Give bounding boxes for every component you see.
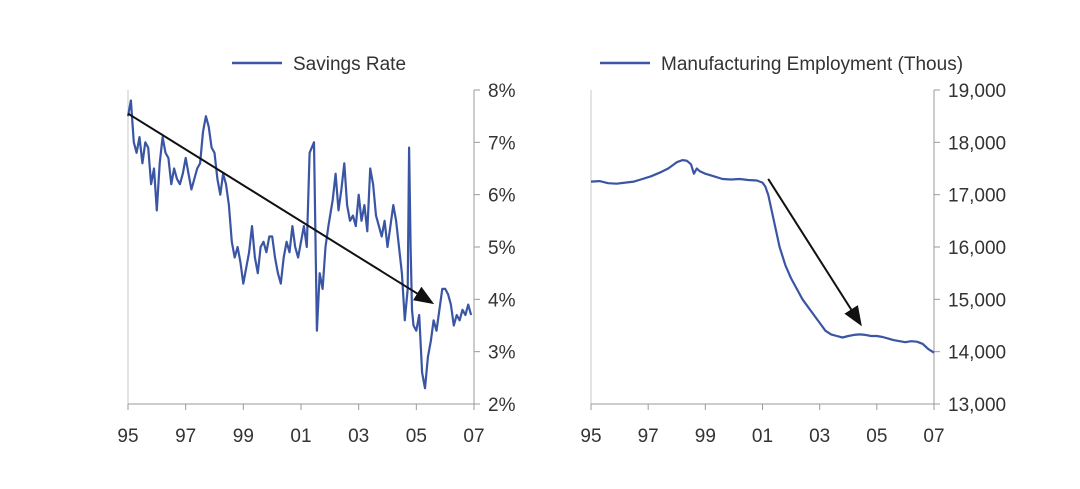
left-trend-arrow: [127, 112, 435, 305]
left-x-tick-label: 03: [348, 426, 369, 447]
right-y-tick-label: 13,000: [948, 395, 1006, 416]
left-y-tick-label: 6%: [488, 186, 516, 207]
left-y-tick-label: 5%: [488, 238, 516, 259]
right-legend-label: Manufacturing Employment (Thous): [661, 54, 963, 75]
right-series-line: [590, 159, 935, 354]
left-y-tick-label: 2%: [488, 395, 516, 416]
left-series-line: [126, 99, 473, 390]
left-x-tick-label: 01: [290, 426, 311, 447]
right-y-tick-label: 15,000: [948, 290, 1006, 311]
left-legend-label: Savings Rate: [293, 54, 406, 75]
left-y-tick-label: 7%: [488, 133, 516, 154]
right-x-tick-label: 03: [809, 426, 830, 447]
right-x-tick-label: 01: [752, 426, 773, 447]
left-x-tick-label: 95: [117, 426, 138, 447]
right-chart: 13,000 14,000 15,000 16,000 17,000 18,000 19,0…: [580, 54, 1006, 447]
right-y-tick-label: 17,000: [948, 186, 1006, 207]
right-y-tick-label: 19,000: [948, 81, 1006, 102]
left-chart: 2% 3% 4% 5% 6% 7% 8% 95 97 99 01 03 05 07 Savings Rate: [117, 54, 515, 447]
right-y-tick-label: 16,000: [948, 238, 1006, 259]
right-x-tick-label: 05: [866, 426, 887, 447]
right-x-tick-label: 99: [695, 426, 716, 447]
left-y-tick-label: 8%: [488, 81, 516, 102]
right-x-tick-label: 95: [580, 426, 601, 447]
right-y-tick-label: 14,000: [948, 343, 1006, 364]
left-x-tick-label: 99: [233, 426, 254, 447]
left-x-tick-label: 05: [406, 426, 427, 447]
right-x-tick-label: 07: [923, 426, 944, 447]
right-trend-arrow: [767, 178, 862, 327]
left-x-tick-label: 97: [175, 426, 196, 447]
left-y-tick-label: 3%: [488, 343, 516, 364]
left-x-tick-label: 07: [463, 426, 484, 447]
left-y-tick-label: 4%: [488, 290, 516, 311]
right-y-tick-label: 18,000: [948, 133, 1006, 154]
right-x-tick-label: 97: [638, 426, 659, 447]
